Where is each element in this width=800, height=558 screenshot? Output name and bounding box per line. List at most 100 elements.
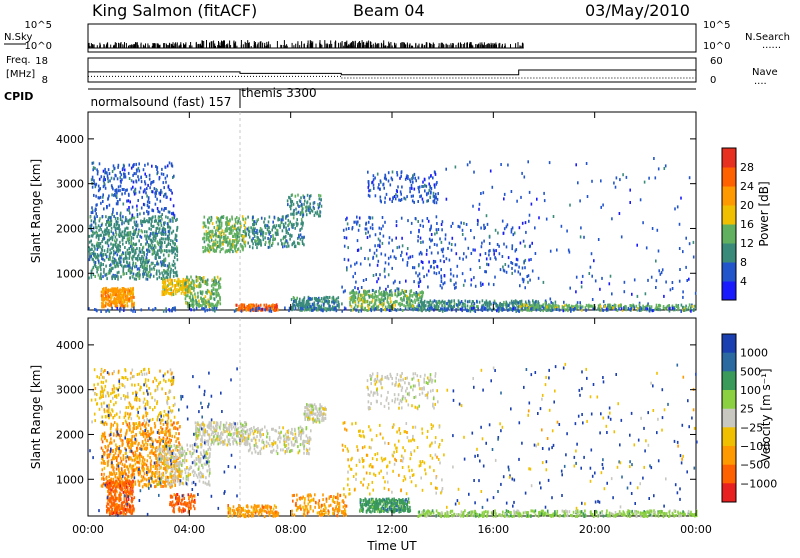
range-cell bbox=[146, 230, 148, 233]
range-cell bbox=[301, 211, 303, 214]
range-cell bbox=[149, 186, 151, 189]
range-cell bbox=[344, 258, 346, 261]
range-cell bbox=[170, 271, 172, 274]
nsky-bar bbox=[491, 45, 492, 49]
range-cell bbox=[193, 308, 195, 311]
range-cell bbox=[212, 231, 214, 234]
range-cell bbox=[230, 230, 232, 233]
range-cell bbox=[177, 274, 179, 277]
range-cell bbox=[490, 303, 492, 306]
range-cell bbox=[318, 307, 320, 310]
range-cell bbox=[345, 218, 347, 221]
range-cell bbox=[523, 278, 525, 281]
range-cell bbox=[296, 297, 298, 300]
range-cell bbox=[288, 223, 290, 226]
range-cell bbox=[693, 256, 695, 259]
range-cell bbox=[147, 163, 149, 166]
range-cell bbox=[497, 243, 499, 246]
range-cell bbox=[368, 307, 370, 310]
range-cell bbox=[255, 243, 257, 246]
range-cell bbox=[164, 207, 166, 210]
range-cell bbox=[254, 304, 256, 307]
range-cell bbox=[96, 255, 98, 258]
range-cell bbox=[117, 296, 119, 299]
range-cell bbox=[414, 299, 416, 302]
range-cell bbox=[526, 308, 528, 311]
range-cell bbox=[197, 279, 199, 282]
range-cell bbox=[158, 220, 160, 223]
nsky-bar bbox=[419, 44, 420, 48]
range-cell bbox=[126, 219, 128, 222]
nsky-bar bbox=[99, 43, 100, 48]
range-cell bbox=[110, 263, 112, 266]
range-cell bbox=[490, 257, 492, 260]
range-cell bbox=[113, 244, 115, 247]
range-cell bbox=[427, 217, 429, 220]
range-cell bbox=[519, 273, 521, 276]
range-cell bbox=[167, 164, 169, 167]
range-cell bbox=[689, 304, 691, 307]
range-cell bbox=[355, 281, 357, 284]
nsky-bar bbox=[460, 42, 461, 48]
range-cell bbox=[409, 293, 411, 296]
range-cell bbox=[355, 304, 357, 307]
range-cell bbox=[190, 304, 192, 307]
range-cell bbox=[163, 186, 165, 189]
range-cell bbox=[168, 254, 170, 257]
range-cell bbox=[388, 273, 390, 276]
range-cell bbox=[396, 220, 398, 223]
range-cell bbox=[624, 281, 626, 284]
range-cell bbox=[402, 258, 404, 261]
range-cell bbox=[390, 294, 392, 297]
range-cell bbox=[465, 300, 467, 303]
range-cell bbox=[143, 251, 145, 254]
range-cell bbox=[348, 259, 350, 262]
range-cell bbox=[374, 296, 376, 299]
range-cell bbox=[109, 258, 111, 261]
range-cell bbox=[424, 301, 426, 304]
nsky-bar bbox=[135, 43, 136, 48]
range-cell bbox=[103, 271, 105, 274]
range-cell bbox=[126, 301, 128, 304]
range-cell bbox=[611, 307, 613, 310]
range-cell bbox=[161, 208, 163, 211]
range-cell bbox=[529, 301, 531, 304]
range-cell bbox=[150, 239, 152, 242]
range-cell bbox=[202, 298, 204, 301]
range-cell bbox=[679, 280, 681, 283]
range-cell bbox=[132, 258, 134, 261]
range-cell bbox=[157, 171, 159, 174]
range-cell bbox=[162, 249, 164, 252]
range-cell bbox=[519, 305, 521, 308]
range-cell bbox=[427, 286, 429, 289]
range-cell bbox=[512, 244, 514, 247]
range-cell bbox=[206, 236, 208, 239]
range-cell bbox=[394, 280, 396, 283]
range-cell bbox=[211, 297, 213, 300]
range-cell bbox=[235, 249, 237, 252]
range-cell bbox=[453, 274, 455, 277]
range-cell bbox=[131, 309, 133, 312]
range-cell bbox=[444, 274, 446, 277]
range-cell bbox=[116, 238, 118, 241]
range-cell bbox=[158, 223, 160, 226]
range-cell bbox=[418, 285, 420, 288]
range-cell bbox=[123, 258, 125, 261]
nsky-bar bbox=[224, 40, 225, 48]
range-cell bbox=[277, 309, 279, 312]
range-cell bbox=[102, 263, 104, 266]
range-cell bbox=[400, 190, 402, 193]
freq-series-line bbox=[88, 70, 696, 75]
range-cell bbox=[257, 218, 259, 221]
range-cell bbox=[389, 305, 391, 308]
range-cell bbox=[311, 309, 313, 312]
range-cell bbox=[252, 308, 254, 311]
range-cell bbox=[516, 200, 518, 203]
range-cell bbox=[108, 180, 110, 183]
range-cell bbox=[591, 275, 593, 278]
range-cell bbox=[316, 298, 318, 301]
range-cell bbox=[309, 203, 311, 206]
range-cell bbox=[357, 287, 359, 290]
range-cell bbox=[150, 273, 152, 276]
range-cell bbox=[450, 279, 452, 282]
